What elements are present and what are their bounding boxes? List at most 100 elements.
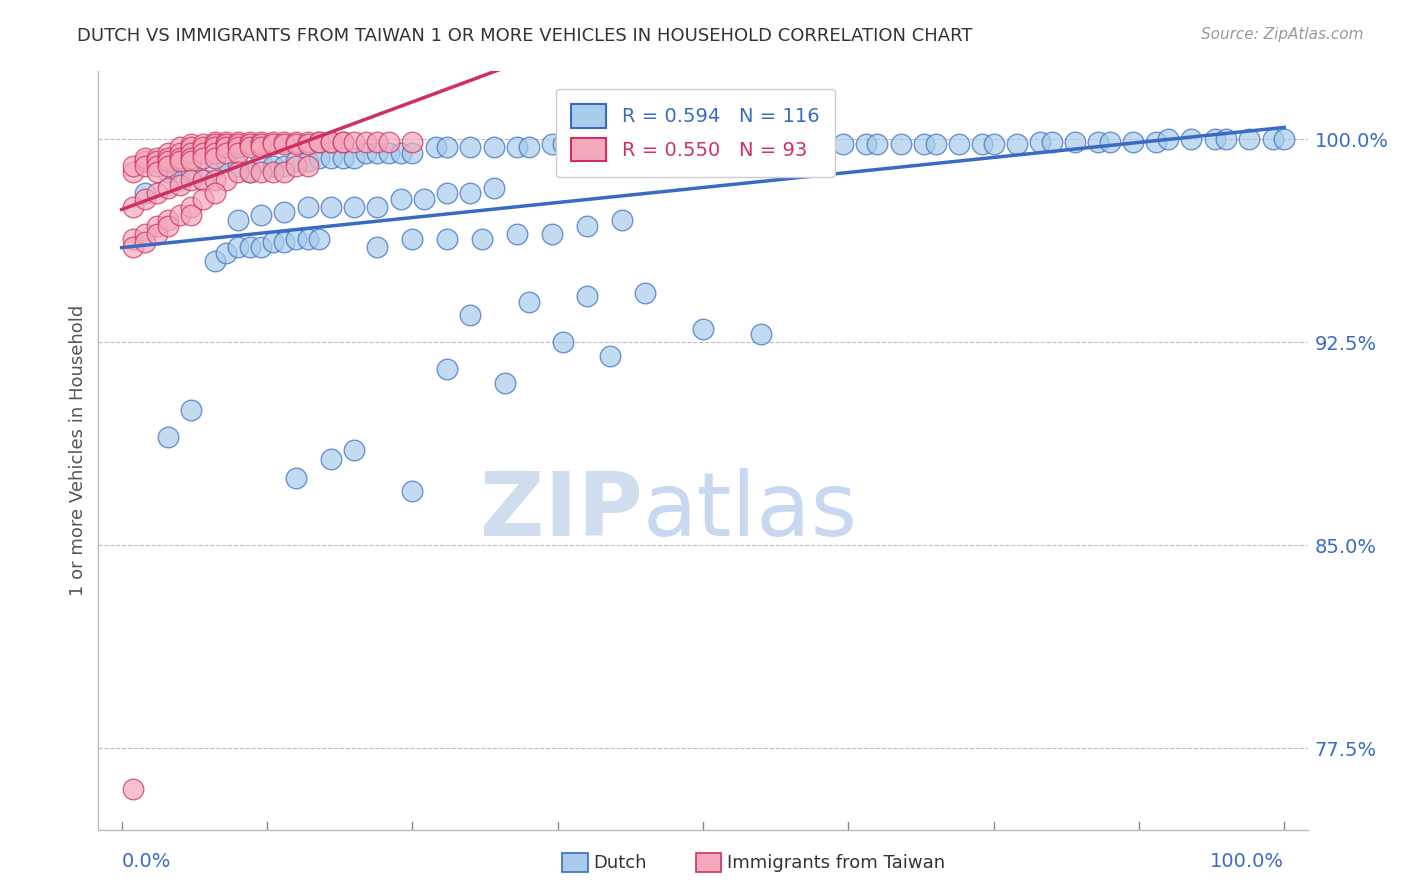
Point xyxy=(378,145,401,160)
Point xyxy=(610,213,633,227)
Point xyxy=(634,137,657,152)
Point xyxy=(332,151,354,165)
Point xyxy=(389,145,412,160)
Point xyxy=(970,137,993,152)
Point xyxy=(482,140,505,154)
Point xyxy=(1040,135,1063,149)
Point xyxy=(215,135,238,149)
Point xyxy=(169,151,191,165)
Point xyxy=(692,137,714,152)
Point xyxy=(134,159,156,173)
Point xyxy=(157,430,180,444)
Point xyxy=(169,153,191,168)
Y-axis label: 1 or more Vehicles in Household: 1 or more Vehicles in Household xyxy=(69,305,87,596)
Point xyxy=(204,159,226,173)
Point xyxy=(332,135,354,149)
Point xyxy=(239,164,262,178)
Point xyxy=(180,200,202,214)
Point xyxy=(157,159,180,173)
Point xyxy=(319,135,342,149)
Point xyxy=(122,200,145,214)
Point xyxy=(471,232,494,246)
Point xyxy=(460,140,482,154)
Point xyxy=(343,200,366,214)
Point xyxy=(204,145,226,160)
Point xyxy=(506,140,529,154)
Point xyxy=(157,181,180,195)
Point xyxy=(250,153,273,168)
Point xyxy=(250,137,273,152)
Point xyxy=(285,137,308,152)
Point xyxy=(773,137,796,152)
Point xyxy=(366,240,388,254)
Point xyxy=(134,151,156,165)
Point xyxy=(145,153,167,168)
Point xyxy=(354,135,377,149)
Point xyxy=(517,140,540,154)
Point xyxy=(134,192,156,206)
Point xyxy=(122,232,145,246)
Point xyxy=(645,137,668,152)
Point xyxy=(180,140,202,154)
Point xyxy=(599,137,621,152)
Point xyxy=(1087,135,1109,149)
Legend: R = 0.594   N = 116, R = 0.550   N = 93: R = 0.594 N = 116, R = 0.550 N = 93 xyxy=(555,88,835,177)
Point xyxy=(1180,132,1202,146)
Point xyxy=(308,232,330,246)
Point xyxy=(506,227,529,241)
Point xyxy=(1122,135,1144,149)
Point xyxy=(1144,135,1167,149)
Point xyxy=(239,164,262,178)
Point xyxy=(134,235,156,249)
Point xyxy=(262,137,284,152)
Point xyxy=(332,135,354,149)
Point xyxy=(796,137,818,152)
Text: atlas: atlas xyxy=(643,467,858,555)
Point xyxy=(401,145,423,160)
Point xyxy=(191,137,214,152)
Point xyxy=(262,135,284,149)
Point xyxy=(226,240,249,254)
Point xyxy=(401,484,423,499)
Point xyxy=(122,240,145,254)
Text: Dutch: Dutch xyxy=(593,854,647,871)
Point xyxy=(285,470,308,484)
Point xyxy=(308,135,330,149)
Point xyxy=(262,235,284,249)
Point xyxy=(343,135,366,149)
Point xyxy=(145,227,167,241)
Point xyxy=(239,137,262,152)
Point xyxy=(239,135,262,149)
Point xyxy=(204,135,226,149)
Point xyxy=(436,140,458,154)
Point xyxy=(134,186,156,201)
Point xyxy=(425,140,447,154)
Point xyxy=(191,172,214,186)
Point xyxy=(273,205,295,219)
Point xyxy=(250,140,273,154)
Point xyxy=(378,135,401,149)
Point xyxy=(157,151,180,165)
Point xyxy=(436,362,458,376)
Point xyxy=(319,451,342,466)
Point xyxy=(191,192,214,206)
Point xyxy=(297,159,319,173)
Point xyxy=(226,213,249,227)
Point xyxy=(180,208,202,222)
Point xyxy=(855,137,877,152)
Point xyxy=(215,137,238,152)
Point xyxy=(285,135,308,149)
Point xyxy=(866,137,889,152)
Point xyxy=(599,349,621,363)
Point xyxy=(575,219,598,233)
Point xyxy=(180,402,202,417)
Point xyxy=(1029,135,1052,149)
Point xyxy=(180,145,202,160)
Point xyxy=(285,232,308,246)
Point xyxy=(157,145,180,160)
Point xyxy=(692,321,714,335)
Point xyxy=(297,200,319,214)
Point xyxy=(494,376,516,390)
Point xyxy=(1272,132,1295,146)
Text: 0.0%: 0.0% xyxy=(122,852,172,871)
